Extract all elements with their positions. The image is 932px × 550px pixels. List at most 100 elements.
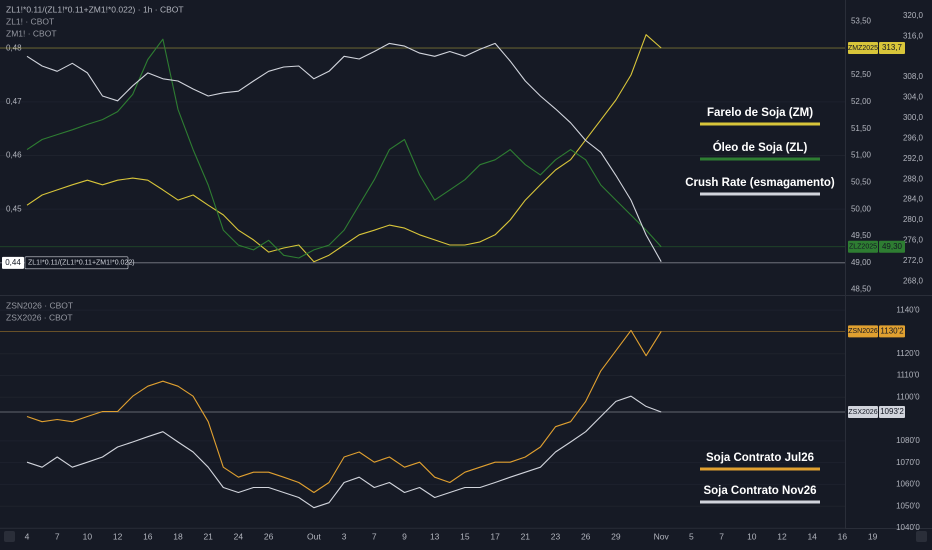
x-tick-label: 13: [430, 531, 440, 541]
y-tick-label: 49,50: [851, 231, 872, 240]
y-tick-label: 292,0: [903, 154, 924, 163]
price-tag-symbol: ZL1!*0.11/(ZL1!*0.11+ZM1!*0.022): [28, 260, 135, 267]
x-tick-label: 21: [521, 531, 531, 541]
price-tag-symbol: ZMZ2025: [848, 45, 878, 52]
y-tick-label: 1070'0: [896, 458, 920, 467]
series-line: [26, 42, 662, 262]
x-tick-label: 21: [203, 531, 213, 541]
x-tick-label: 16: [838, 531, 848, 541]
x-tick-label: 4: [25, 531, 30, 541]
y-tick-label: 280,0: [903, 215, 924, 224]
x-tick-label: 9: [402, 531, 407, 541]
y-tick-label: 48,50: [851, 285, 872, 294]
x-tick-label: 12: [777, 531, 787, 541]
price-tag-value-box: [879, 406, 905, 418]
toolbar-icon[interactable]: [4, 531, 15, 542]
y-tick-label: 0,45: [6, 204, 22, 213]
price-tag-symbol-box: [24, 256, 129, 270]
price-tag-value: 0,44: [5, 258, 21, 267]
y-tick-label: 268,0: [903, 276, 924, 285]
price-tag-value: 1130'2: [880, 327, 904, 336]
x-tick-label: 7: [372, 531, 377, 541]
y-tick-label: 1040'0: [896, 523, 920, 532]
y-tick-label: 300,0: [903, 113, 924, 122]
x-tick-label: 26: [264, 531, 274, 541]
y-tick-label: 1100'0: [896, 392, 920, 401]
legend-label: Crush Rate (esmagamento): [685, 177, 835, 189]
legend-label: Soja Contrato Jul26: [706, 452, 814, 464]
y-tick-label: 52,00: [851, 97, 872, 106]
x-tick-label: 15: [460, 531, 470, 541]
y-tick-label: 0,47: [6, 97, 22, 106]
price-tag-symbol: ZSX2026: [848, 409, 877, 416]
x-tick-label: 26: [581, 531, 591, 541]
pane-subtitle: ZL1! · CBOT: [6, 16, 54, 26]
x-tick-label: 24: [234, 531, 244, 541]
y-tick-label: 1050'0: [896, 501, 920, 510]
series-line: [26, 38, 662, 259]
price-tag-symbol: ZSN2026: [848, 328, 878, 335]
price-tag-value: 313,7: [882, 43, 903, 52]
y-tick-label: 284,0: [903, 195, 924, 204]
y-tick-label: 51,50: [851, 124, 872, 133]
y-tick-label: 288,0: [903, 174, 924, 183]
y-tick-label: 49,00: [851, 258, 872, 267]
x-tick-label: 7: [55, 531, 60, 541]
x-tick-label: 16: [143, 531, 153, 541]
y-tick-label: 296,0: [903, 133, 924, 142]
series-line: [26, 34, 662, 263]
price-tag-symbol-box: [848, 41, 878, 54]
y-tick-label: 1140'0: [896, 305, 920, 314]
y-tick-label: 1110'0: [897, 371, 920, 380]
y-tick-label: 52,50: [851, 70, 872, 79]
x-tick-label: 14: [807, 531, 817, 541]
x-tick-label: 18: [173, 531, 183, 541]
y-tick-label: 50,00: [851, 204, 872, 213]
y-tick-label: 50,50: [851, 177, 872, 186]
x-tick-label: Nov: [654, 531, 670, 541]
y-tick-label: 272,0: [903, 256, 924, 265]
x-tick-label: 5: [689, 531, 694, 541]
x-tick-label: 23: [551, 531, 561, 541]
x-tick-label: 29: [611, 531, 621, 541]
legend-label: Soja Contrato Nov26: [703, 485, 816, 497]
pane-subtitle: ZM1! · CBOT: [6, 28, 57, 38]
y-tick-label: 1080'0: [896, 436, 920, 445]
x-tick-label: 7: [719, 531, 724, 541]
x-tick-label: 10: [747, 531, 757, 541]
price-tag-value-box: [2, 256, 24, 269]
y-tick-label: 308,0: [903, 72, 924, 81]
price-tag-symbol-box: [848, 240, 878, 253]
series-line: [26, 329, 662, 494]
y-tick-label: 276,0: [903, 235, 924, 244]
x-tick-label: 10: [83, 531, 93, 541]
x-tick-label: 17: [490, 531, 500, 541]
y-tick-label: 304,0: [903, 93, 924, 102]
price-tag-value-box: [879, 41, 905, 54]
y-tick-label: 316,0: [903, 31, 924, 40]
x-tick-label: 12: [113, 531, 123, 541]
price-tag-value-box: [879, 240, 905, 253]
y-tick-label: 53,50: [851, 17, 872, 26]
y-tick-label: 51,00: [851, 151, 872, 160]
toolbar-icon[interactable]: [916, 531, 927, 542]
y-tick-label: 0,46: [6, 151, 22, 160]
pane-title: ZL1!*0.11/(ZL1!*0.11+ZM1!*0.022) · 1h · …: [6, 4, 184, 14]
pane-subtitle: ZSX2026 · CBOT: [6, 312, 73, 322]
price-tag-value-box: [879, 325, 905, 338]
series-line: [26, 395, 662, 509]
price-tag-symbol: ZLZ2025: [849, 244, 877, 251]
x-tick-label: Out: [307, 531, 321, 541]
pane-subtitle: ZSN2026 · CBOT: [6, 300, 73, 310]
x-tick-label: 19: [868, 531, 878, 541]
y-tick-label: 1060'0: [896, 480, 920, 489]
x-tick-label: 3: [342, 531, 347, 541]
price-tag-symbol-box: [848, 406, 878, 418]
price-tag-value: 49,30: [882, 242, 903, 251]
legend-label: Óleo de Soja (ZL): [713, 141, 808, 154]
y-tick-label: 1120'0: [896, 349, 920, 358]
price-tag-symbol-box: [848, 325, 878, 338]
